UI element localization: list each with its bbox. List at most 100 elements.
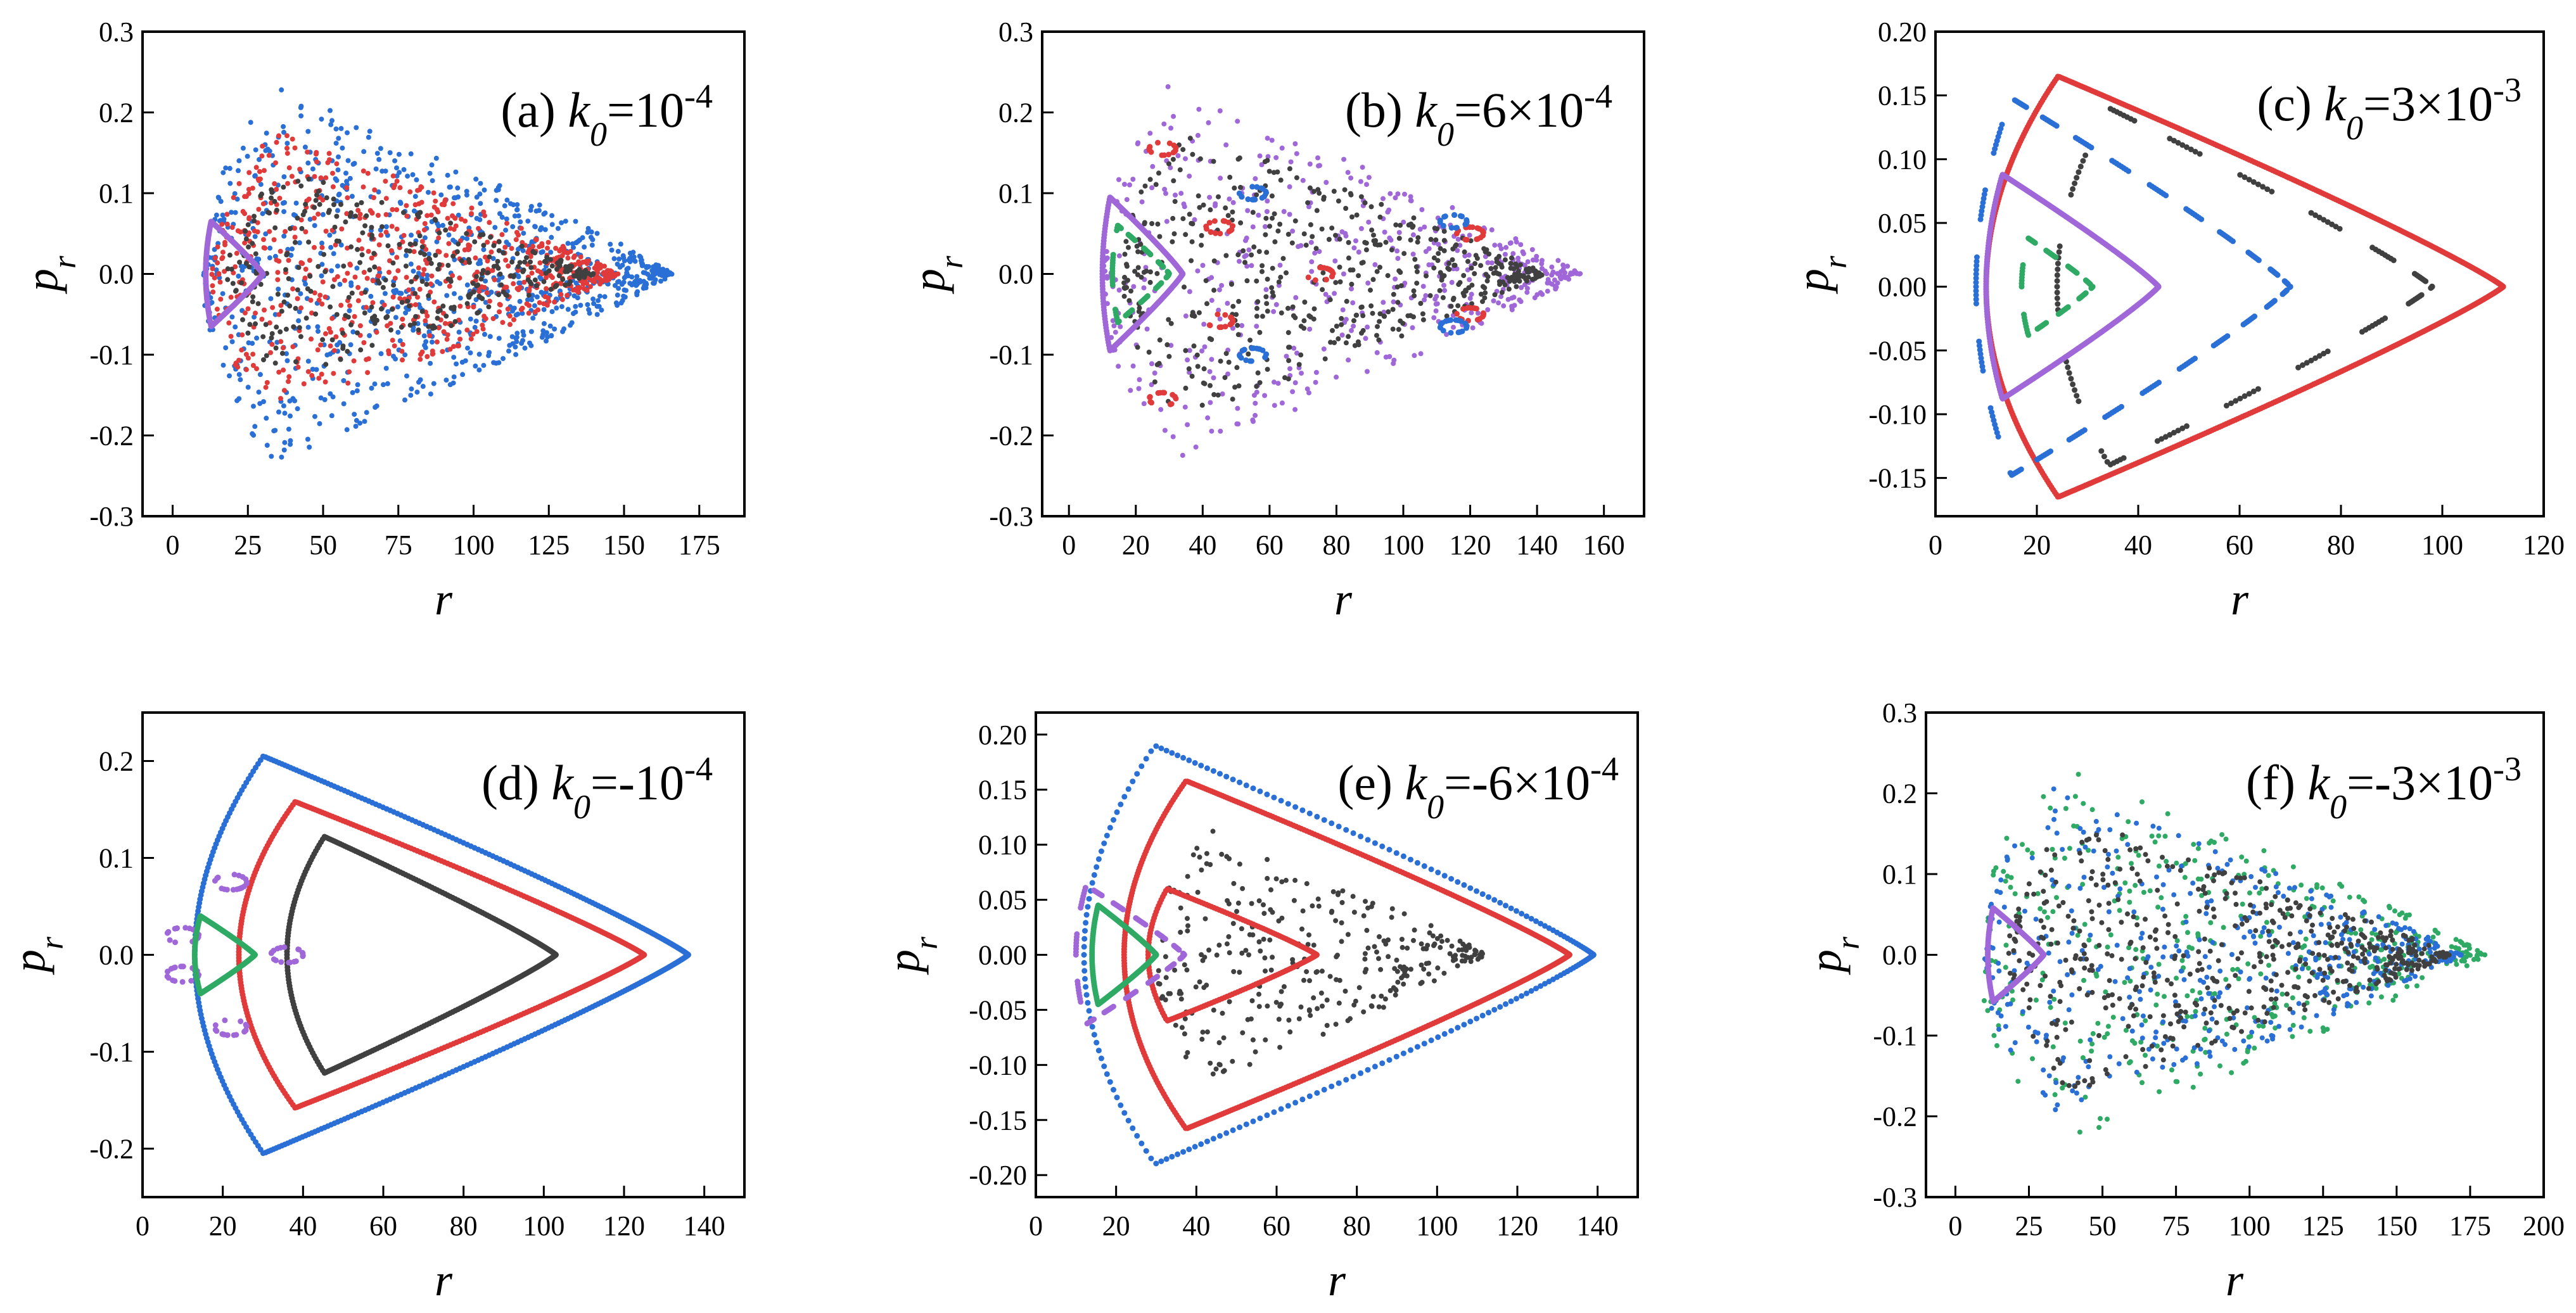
data-point bbox=[288, 413, 293, 419]
data-point bbox=[1249, 263, 1254, 269]
data-point bbox=[1529, 247, 1535, 253]
data-point bbox=[1508, 240, 1514, 246]
data-point bbox=[258, 193, 264, 199]
data-point bbox=[436, 224, 442, 229]
data-point bbox=[486, 353, 492, 358]
data-point bbox=[398, 201, 404, 206]
data-point bbox=[272, 199, 277, 204]
data-point bbox=[419, 244, 425, 250]
data-point bbox=[338, 303, 344, 308]
panel-b-title: (b) k0=6×10-4 bbox=[1345, 77, 1612, 153]
data-point bbox=[357, 260, 363, 265]
data-point bbox=[281, 209, 287, 215]
data-point bbox=[1555, 280, 1560, 286]
data-point bbox=[595, 270, 601, 276]
data-point bbox=[250, 352, 256, 357]
data-point bbox=[504, 216, 509, 222]
data-point bbox=[518, 219, 523, 225]
data-point bbox=[240, 145, 246, 151]
data-point bbox=[2080, 158, 2086, 164]
data-point bbox=[537, 202, 542, 208]
data-point bbox=[214, 307, 220, 312]
data-point bbox=[1292, 141, 1298, 146]
data-point bbox=[335, 274, 340, 279]
data-point bbox=[464, 282, 470, 288]
panel-b-xtick-label: 140 bbox=[1516, 530, 1558, 561]
data-point bbox=[1337, 236, 1342, 242]
data-point bbox=[575, 289, 581, 295]
data-point bbox=[450, 273, 456, 279]
data-point bbox=[1228, 227, 1235, 233]
data-point bbox=[312, 223, 317, 229]
data-point bbox=[1307, 162, 1313, 167]
data-point bbox=[1116, 253, 1122, 258]
data-point bbox=[1473, 253, 1479, 258]
data-point bbox=[371, 251, 377, 257]
data-point bbox=[295, 215, 300, 221]
data-point bbox=[1408, 198, 1413, 203]
panel-b-xtick-label: 40 bbox=[1189, 530, 1216, 561]
data-point bbox=[1395, 256, 1401, 261]
data-point bbox=[1380, 300, 1386, 305]
data-point bbox=[296, 265, 302, 270]
data-point bbox=[444, 293, 450, 298]
data-point bbox=[1263, 294, 1269, 300]
data-point bbox=[248, 120, 253, 125]
data-point bbox=[1502, 251, 1508, 257]
data-point bbox=[335, 263, 340, 269]
data-point bbox=[1437, 217, 1443, 224]
data-point bbox=[1457, 280, 1463, 286]
data-point bbox=[1245, 208, 1251, 213]
data-point bbox=[1170, 434, 1176, 440]
data-point bbox=[1244, 263, 1250, 269]
data-point bbox=[549, 309, 555, 314]
data-point bbox=[440, 349, 445, 354]
data-point bbox=[1121, 293, 1127, 299]
data-point bbox=[274, 324, 279, 330]
data-point bbox=[388, 320, 393, 326]
data-point bbox=[545, 245, 550, 251]
data-point bbox=[295, 406, 300, 412]
data-point bbox=[236, 158, 242, 163]
data-point bbox=[1377, 265, 1382, 270]
data-point bbox=[286, 258, 291, 263]
data-point bbox=[1211, 158, 1216, 164]
data-point bbox=[257, 156, 262, 162]
data-point bbox=[585, 229, 590, 235]
data-point bbox=[518, 225, 524, 231]
data-point bbox=[582, 244, 587, 250]
data-point bbox=[578, 254, 583, 260]
data-point bbox=[536, 208, 542, 213]
data-point bbox=[274, 139, 279, 145]
data-point bbox=[585, 258, 591, 263]
data-point bbox=[494, 187, 499, 193]
data-point bbox=[424, 281, 430, 287]
data-point bbox=[344, 211, 350, 217]
data-point bbox=[1339, 315, 1344, 321]
data-point bbox=[1259, 194, 1265, 201]
data-point bbox=[451, 227, 457, 232]
data-point bbox=[1493, 265, 1498, 270]
data-point bbox=[1234, 365, 1240, 371]
data-point bbox=[434, 207, 440, 212]
data-point bbox=[524, 301, 530, 307]
data-point bbox=[1360, 327, 1366, 333]
data-point bbox=[321, 251, 327, 257]
data-point bbox=[400, 341, 405, 347]
data-point bbox=[1141, 401, 1147, 407]
data-point bbox=[369, 235, 375, 241]
data-point bbox=[1171, 231, 1177, 237]
data-point bbox=[623, 273, 629, 279]
data-point bbox=[1138, 241, 1144, 247]
data-point bbox=[1524, 289, 1530, 295]
data-point bbox=[1495, 270, 1500, 276]
data-point bbox=[1195, 268, 1201, 274]
data-point bbox=[1514, 284, 1519, 289]
data-point bbox=[1346, 255, 1351, 261]
data-point bbox=[1135, 140, 1141, 146]
data-point bbox=[1162, 186, 1168, 192]
data-point bbox=[390, 260, 396, 266]
data-point bbox=[2070, 186, 2076, 192]
data-point bbox=[220, 291, 226, 296]
data-point bbox=[1496, 279, 1502, 284]
